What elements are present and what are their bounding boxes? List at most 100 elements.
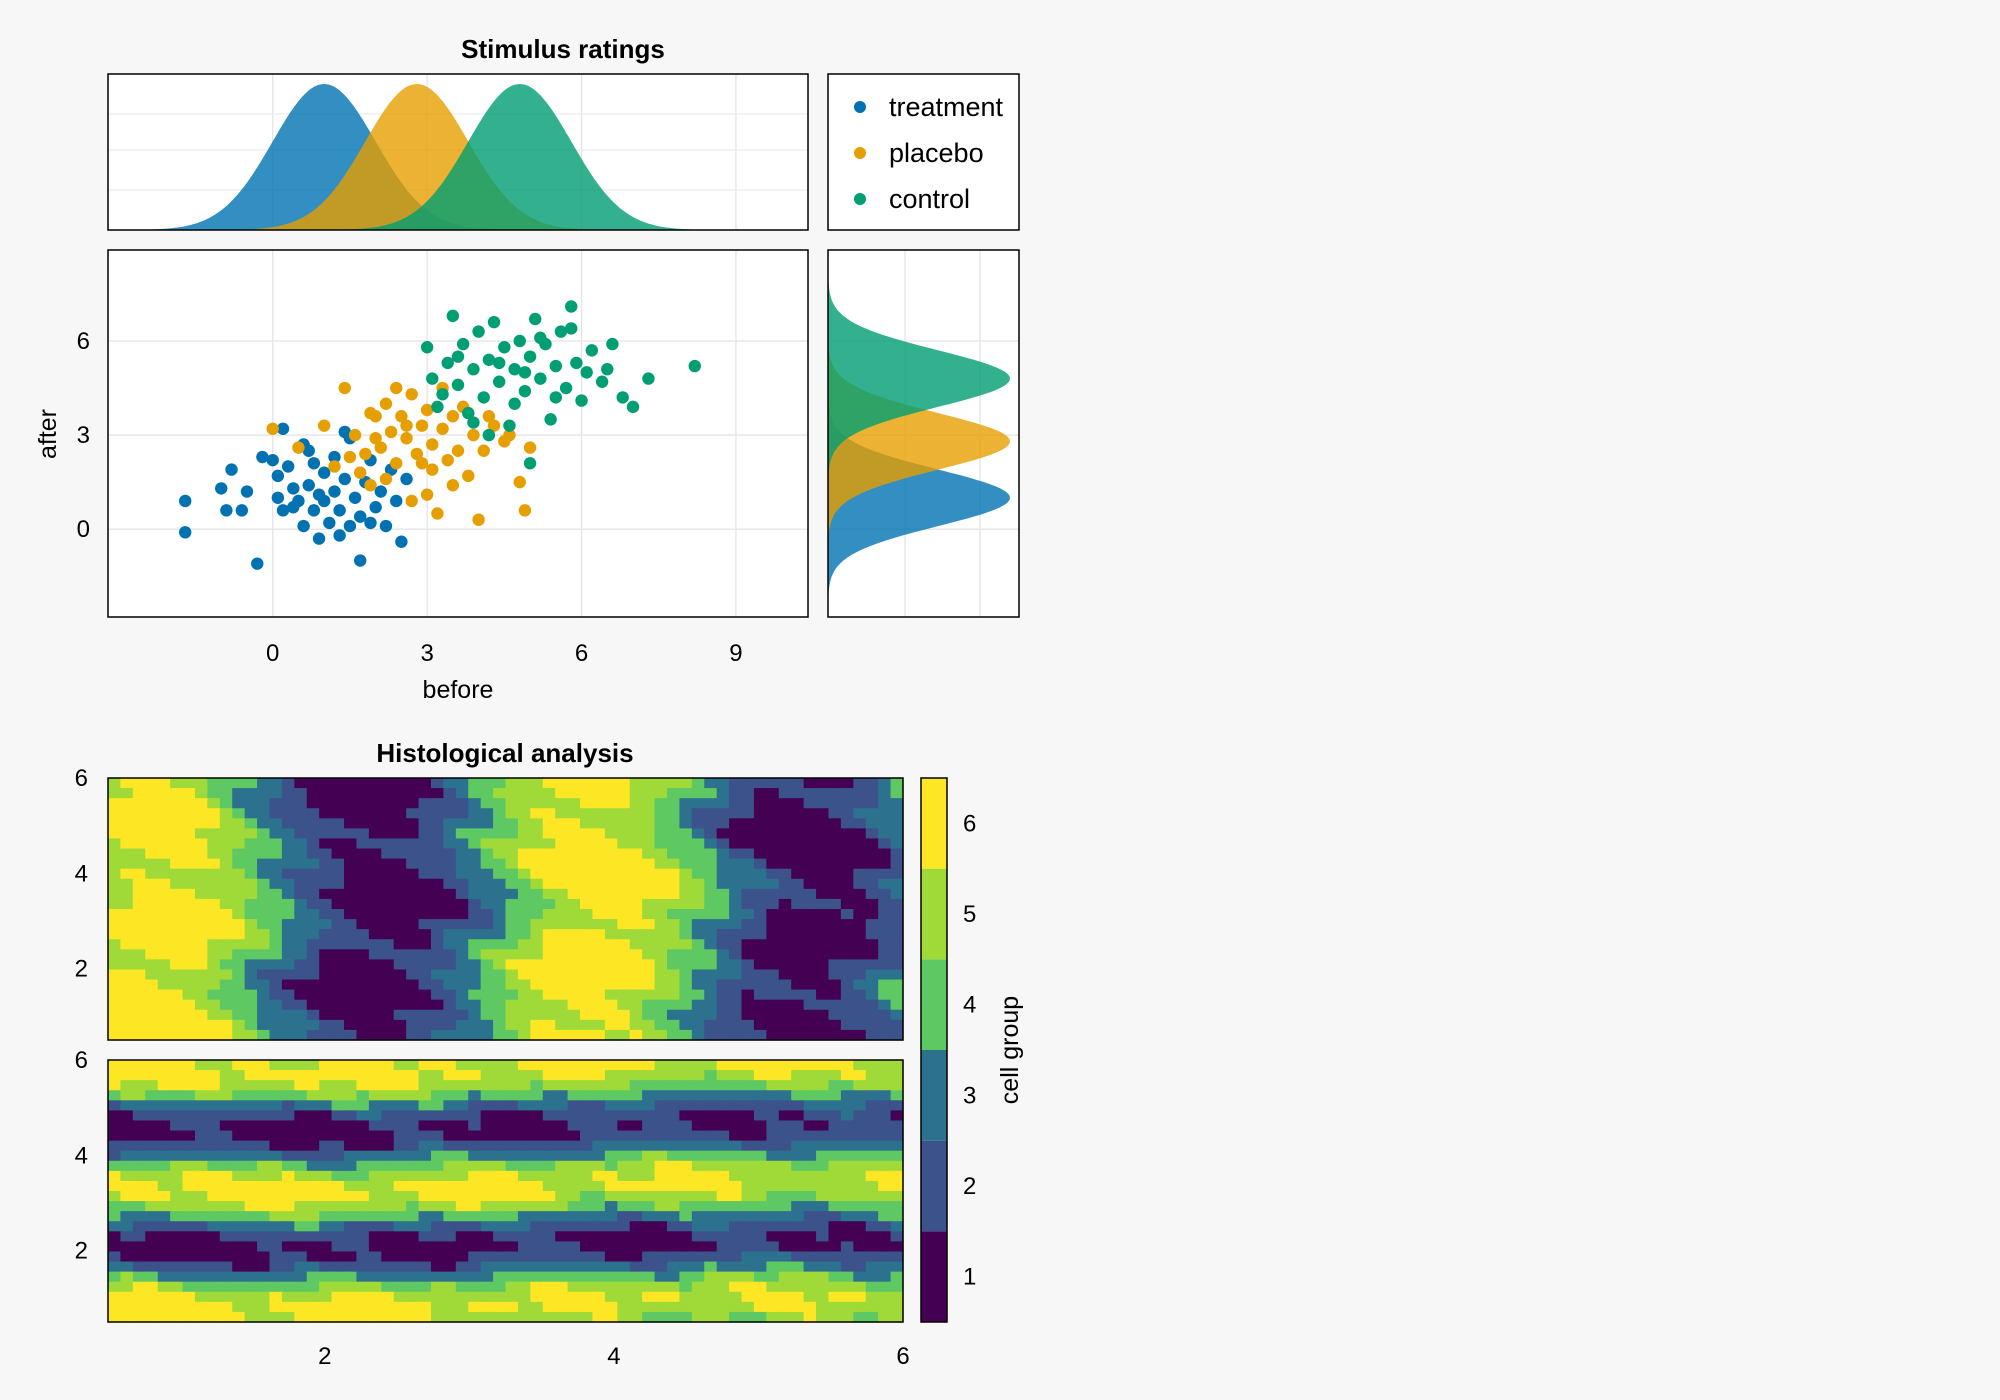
contour-cell — [344, 949, 358, 960]
contour-cell — [828, 878, 842, 890]
contour-cell — [580, 909, 594, 920]
contour-cell — [430, 1150, 444, 1162]
contour-cell — [642, 1251, 656, 1263]
contour-cell — [120, 929, 134, 940]
contour-cell — [468, 1170, 482, 1182]
contour-cell — [580, 1251, 594, 1263]
contour-cell — [729, 999, 743, 1011]
contour-cell — [244, 808, 258, 819]
contour-cell — [840, 778, 854, 789]
contour-cell — [406, 1160, 420, 1172]
legend-marker-placebo — [854, 147, 866, 159]
contour-cell — [517, 1201, 531, 1212]
contour-cell — [381, 848, 395, 860]
contour-cell — [778, 1130, 792, 1142]
contour-cell — [356, 1191, 370, 1202]
contour-cell — [555, 909, 569, 920]
contour-cell — [406, 909, 420, 920]
contour-cell — [480, 1301, 494, 1313]
contour-cell — [753, 1291, 767, 1303]
contour-cell — [704, 1191, 718, 1202]
contour-cell — [306, 1140, 320, 1152]
contour-cell — [132, 1281, 146, 1293]
contour-cell — [729, 798, 743, 809]
contour-cell — [244, 969, 258, 981]
contour-cell — [766, 838, 780, 850]
contour-cell — [294, 1070, 308, 1081]
contour-cell — [753, 1130, 767, 1142]
contour-cell — [244, 878, 258, 890]
contour-cell — [679, 1160, 693, 1172]
contour-cell — [244, 888, 258, 900]
contour-cell — [567, 1211, 581, 1222]
contour-cell — [517, 798, 531, 809]
contour-cell — [567, 969, 581, 981]
contour-cell — [629, 1080, 643, 1091]
contour-cell — [530, 1191, 544, 1202]
scatter-point-placebo — [436, 422, 449, 435]
contour-cell — [604, 1009, 618, 1021]
contour-cell — [890, 1029, 904, 1041]
contour-cell — [356, 999, 370, 1011]
contour-cell — [791, 1241, 805, 1253]
scatter-point-placebo — [405, 388, 418, 401]
contour-cell — [455, 1110, 469, 1122]
contour-cell — [294, 778, 308, 789]
contour-cell — [294, 939, 308, 950]
contour-cell — [567, 1281, 581, 1293]
contour-cell — [542, 1140, 556, 1152]
contour-cell — [840, 1271, 854, 1283]
contour-cell — [182, 878, 196, 890]
contour-cell — [232, 1271, 246, 1283]
scatter-point-treatment — [271, 469, 285, 483]
contour-cell — [455, 848, 469, 860]
y-tick-label: 0 — [77, 516, 90, 543]
contour-cell — [629, 1090, 643, 1101]
contour-cell — [232, 808, 246, 819]
contour-cell — [530, 798, 544, 809]
contour-cell — [294, 1029, 308, 1041]
contour-cell — [455, 878, 469, 890]
contour-cell — [269, 1231, 283, 1242]
contour-cell — [294, 1301, 308, 1313]
contour-cell — [269, 1110, 283, 1122]
contour-cell — [629, 838, 643, 850]
contour-cell — [654, 989, 668, 1001]
contour-cell — [791, 999, 805, 1011]
contour-cell — [679, 979, 693, 991]
contour-cell — [269, 778, 283, 789]
contour-cell — [157, 1150, 171, 1162]
contour-cell — [331, 1080, 345, 1091]
contour-cell — [443, 1170, 457, 1182]
contour-cell — [468, 1231, 482, 1242]
contour-cell — [542, 999, 556, 1011]
contour-cell — [157, 909, 171, 920]
scatter-point-control — [508, 362, 521, 376]
contour-cell — [816, 858, 830, 870]
contour-cell — [567, 838, 581, 850]
contour-cell — [766, 919, 780, 930]
scatter-point-placebo — [441, 453, 454, 467]
contour-cell — [194, 878, 208, 890]
contour-cell — [567, 858, 581, 870]
contour-cell — [281, 1261, 295, 1273]
contour-cell — [803, 979, 817, 991]
contour-cell — [493, 1120, 507, 1132]
contour-cell — [145, 778, 159, 789]
contour-cell — [803, 858, 817, 870]
contour-cell — [306, 1060, 320, 1071]
contour-cell — [269, 989, 283, 1001]
contour-cell — [406, 1150, 420, 1162]
contour-cell — [257, 1120, 271, 1132]
contour-cell — [803, 848, 817, 860]
contour-cell — [257, 949, 271, 960]
contour-cell — [480, 999, 494, 1011]
contour-cell — [344, 798, 358, 809]
contour-cell — [741, 1150, 755, 1162]
contour-cell — [642, 1291, 656, 1303]
contour-cell — [604, 1211, 618, 1222]
contour-cell — [629, 1070, 643, 1081]
contour-cell — [878, 1281, 892, 1293]
contour-cell — [803, 949, 817, 960]
contour-cell — [865, 1241, 879, 1253]
